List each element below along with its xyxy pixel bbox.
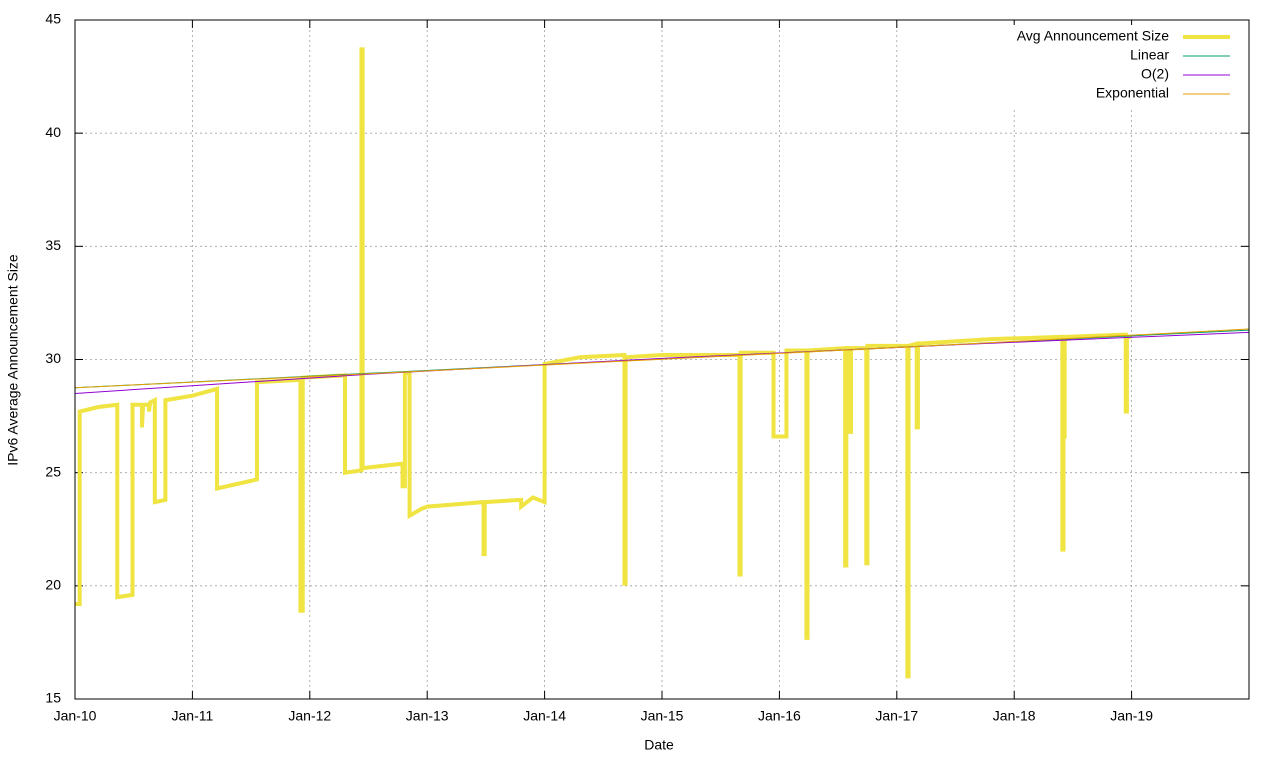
x-axis-label: Date — [644, 737, 674, 753]
series-line — [74, 328, 1250, 389]
x-tick-label: Jan-16 — [758, 708, 801, 724]
y-tick-label: 30 — [45, 350, 61, 366]
x-tick-label: Jan-10 — [54, 708, 97, 724]
x-tick-label: Jan-14 — [523, 708, 566, 724]
x-tick-label: Jan-15 — [641, 708, 684, 724]
legend-label: Exponential — [1096, 85, 1169, 101]
legend-label: Avg Announcement Size — [1017, 28, 1170, 44]
x-tick-label: Jan-11 — [172, 708, 214, 724]
y-tick-label: 25 — [45, 463, 61, 479]
x-tick-label: Jan-19 — [1110, 708, 1153, 724]
legend-label: O(2) — [1141, 66, 1169, 82]
x-tick-label: Jan-18 — [993, 708, 1036, 724]
y-tick-label: 15 — [45, 690, 61, 706]
x-tick-label: Jan-13 — [406, 708, 449, 724]
y-tick-label: 35 — [45, 237, 61, 253]
plot-border — [74, 19, 1250, 700]
x-tick-label: Jan-12 — [288, 708, 331, 724]
y-tick-label: 20 — [45, 577, 61, 593]
y-tick-label: 40 — [45, 124, 61, 140]
y-tick-label: 45 — [45, 11, 61, 27]
legend-label: Linear — [1130, 47, 1169, 63]
x-tick-label: Jan-17 — [875, 708, 918, 724]
series-line — [75, 47, 1132, 679]
series-line — [74, 331, 1250, 394]
y-axis-label: IPv6 Average Announcement Size — [5, 254, 21, 466]
